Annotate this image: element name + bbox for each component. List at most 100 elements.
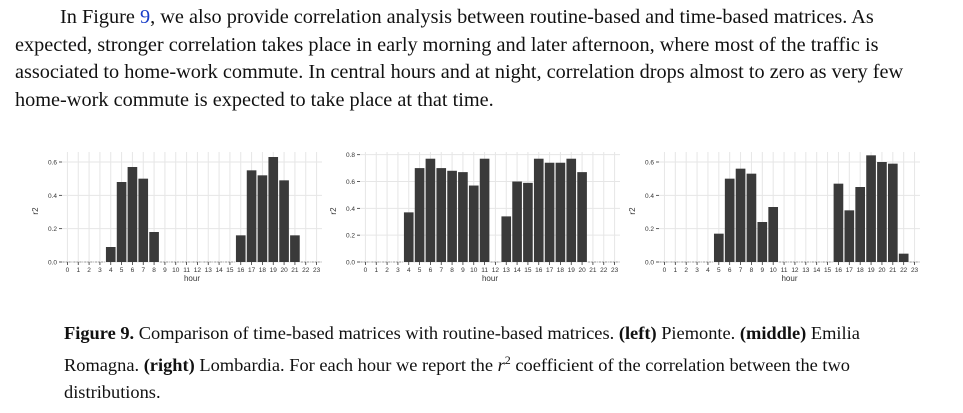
x-tick-label: 12 xyxy=(194,267,202,274)
x-tick-label: 6 xyxy=(131,267,135,274)
bar xyxy=(501,216,512,262)
bar xyxy=(116,182,127,262)
x-tick-label: 3 xyxy=(396,267,400,274)
x-tick-label: 19 xyxy=(568,267,576,274)
x-tick-label: 13 xyxy=(205,267,213,274)
x-tick-label: 0 xyxy=(364,267,368,274)
x-tick-label: 2 xyxy=(684,267,688,274)
x-tick-label: 20 xyxy=(878,267,886,274)
x-tick-label: 7 xyxy=(739,267,743,274)
x-tick-label: 4 xyxy=(706,267,710,274)
y-tick-label: 0.4 xyxy=(346,206,355,213)
bar xyxy=(724,178,735,262)
bar xyxy=(403,212,414,262)
x-tick-label: 13 xyxy=(503,267,511,274)
x-tick-label: 23 xyxy=(611,267,619,274)
bar xyxy=(555,162,566,262)
y-tick-label: 0.6 xyxy=(645,160,654,167)
x-tick-label: 19 xyxy=(867,267,875,274)
x-tick-label: 21 xyxy=(291,267,299,274)
x-tick-label: 0 xyxy=(663,267,667,274)
bar xyxy=(414,168,425,262)
x-tick-label: 10 xyxy=(470,267,478,274)
y-axis-label: r2 xyxy=(628,207,637,215)
y-tick-label: 0.0 xyxy=(48,260,57,267)
bar xyxy=(458,172,468,262)
bar xyxy=(468,185,479,262)
x-tick-label: 22 xyxy=(302,267,310,274)
bar xyxy=(436,168,447,262)
x-axis-label: hour xyxy=(482,274,498,283)
x-tick-label: 8 xyxy=(152,267,156,274)
x-tick-label: 8 xyxy=(450,267,454,274)
bar xyxy=(833,183,844,262)
bar xyxy=(512,181,522,262)
caption-text-1: Comparison of time-based matrices with r… xyxy=(134,323,619,343)
bar xyxy=(279,180,289,262)
bar xyxy=(257,175,268,262)
y-tick-label: 0.0 xyxy=(645,260,654,267)
bar xyxy=(425,158,436,262)
x-tick-label: 12 xyxy=(492,267,500,274)
figure-reference-link[interactable]: 9 xyxy=(140,6,151,28)
x-tick-label: 5 xyxy=(120,267,124,274)
y-tick-label: 0.8 xyxy=(346,152,355,159)
x-tick-label: 16 xyxy=(535,267,543,274)
caption-middle-tag: (middle) xyxy=(739,323,807,343)
x-tick-label: 21 xyxy=(589,267,597,274)
bar xyxy=(533,158,544,262)
y-tick-label: 0.4 xyxy=(48,193,57,200)
x-tick-label: 22 xyxy=(600,267,608,274)
x-tick-label: 13 xyxy=(802,267,810,274)
x-tick-label: 4 xyxy=(109,267,113,274)
x-tick-label: 23 xyxy=(313,267,321,274)
y-tick-label: 0.2 xyxy=(645,226,654,233)
x-tick-label: 7 xyxy=(141,267,145,274)
bar xyxy=(246,170,257,262)
x-tick-label: 20 xyxy=(578,267,586,274)
x-tick-label: 4 xyxy=(407,267,411,274)
x-tick-label: 17 xyxy=(846,267,854,274)
caption-middle-name: Emilia Romagna. xyxy=(64,323,860,375)
x-tick-label: 15 xyxy=(824,267,832,274)
bar xyxy=(844,210,855,262)
x-tick-label: 6 xyxy=(429,267,433,274)
x-tick-label: 5 xyxy=(717,267,721,274)
x-tick-label: 10 xyxy=(770,267,778,274)
x-tick-label: 16 xyxy=(835,267,843,274)
x-tick-label: 20 xyxy=(280,267,288,274)
x-tick-label: 23 xyxy=(911,267,919,274)
x-tick-label: 9 xyxy=(163,267,167,274)
y-tick-label: 0.6 xyxy=(346,179,355,186)
x-tick-label: 11 xyxy=(781,267,788,274)
caption-text-end: coefficient of the correlation between t… xyxy=(64,354,850,402)
y-tick-label: 0.4 xyxy=(645,193,654,200)
x-tick-label: 18 xyxy=(557,267,565,274)
x-tick-label: 7 xyxy=(439,267,443,274)
x-tick-label: 14 xyxy=(215,267,223,274)
x-tick-label: 8 xyxy=(750,267,754,274)
x-tick-label: 2 xyxy=(385,267,389,274)
x-tick-label: 21 xyxy=(889,267,897,274)
caption-label: Figure 9. xyxy=(64,323,135,343)
x-tick-label: 1 xyxy=(76,267,80,274)
bar xyxy=(768,207,779,262)
x-tick-label: 1 xyxy=(374,267,378,274)
para-post: , we also provide correlation analysis b… xyxy=(15,6,904,111)
r-squared-symbol: r2 xyxy=(497,353,511,375)
x-tick-label: 12 xyxy=(791,267,799,274)
x-tick-label: 14 xyxy=(513,267,521,274)
bar xyxy=(149,232,159,262)
bar xyxy=(887,163,898,262)
x-tick-label: 6 xyxy=(728,267,732,274)
bar xyxy=(235,235,246,262)
y-tick-label: 0.2 xyxy=(346,233,355,240)
figure-caption: Figure 9. Comparison of time-based matri… xyxy=(64,320,924,406)
x-tick-label: 5 xyxy=(418,267,422,274)
bar xyxy=(479,158,490,262)
bar xyxy=(268,157,279,262)
figure-9-charts: 0.0 0.2 0.4 0.6 0 1 2 3 4 5 6 7 8 9 10 11 12 13 14 15 16 17 18… xyxy=(0,138,963,298)
r-symbol: r xyxy=(497,354,505,375)
bar xyxy=(735,168,746,262)
caption-right-name: Lombardia. For each hour we report the xyxy=(194,354,498,375)
